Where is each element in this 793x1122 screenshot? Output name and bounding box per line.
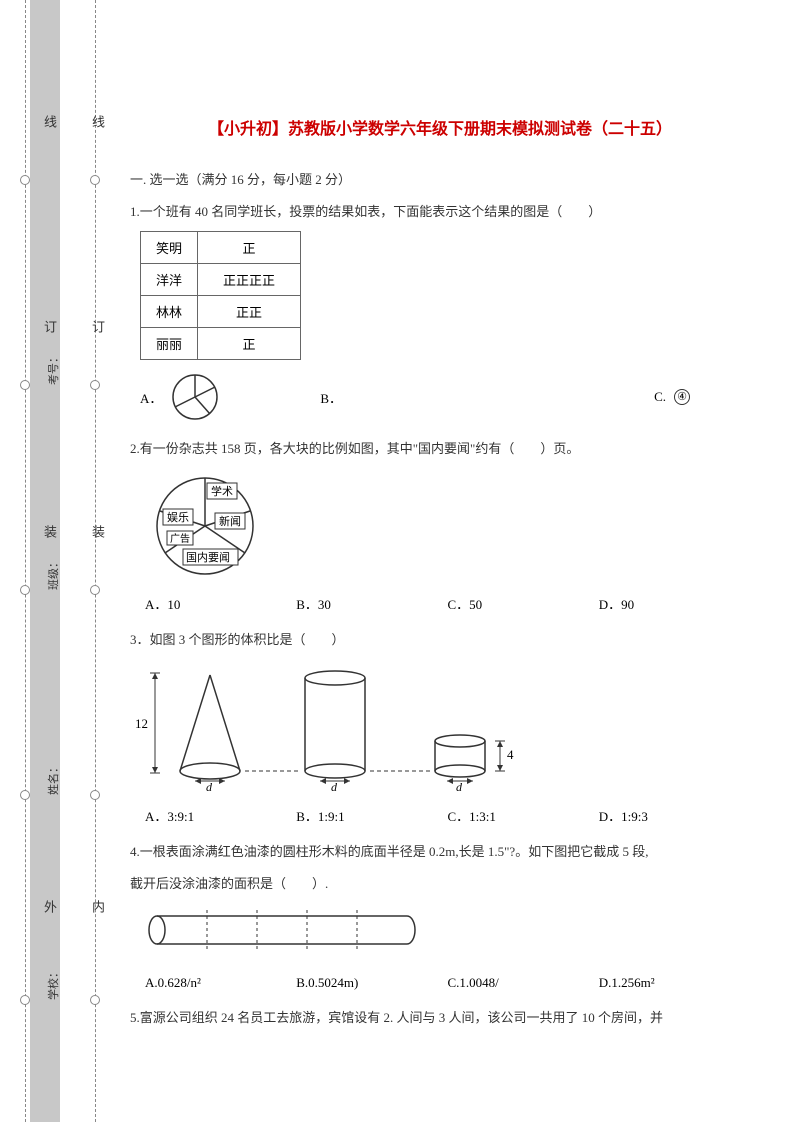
field-school: 学校：	[45, 967, 61, 1000]
q4-ans-b: B.0.5024m)	[296, 975, 447, 991]
q1-options: A． B． C. ④	[140, 372, 750, 422]
table-row: 笑明 正	[141, 232, 301, 264]
cell-tally: 正正	[198, 296, 301, 328]
field-class: 班级：	[45, 557, 61, 590]
cell-name: 林林	[141, 296, 198, 328]
q2-answers: A．10 B．30 C．50 D．90	[145, 594, 750, 613]
opt-a-label: A．	[140, 388, 162, 407]
content-area: 【小升初】苏教版小学数学六年级下册期末模拟测试卷（二十五） 一. 选一选（满分 …	[130, 115, 750, 1037]
cell-tally: 正	[198, 328, 301, 360]
pie-chart-icon	[170, 372, 220, 422]
outer-dashed-line	[25, 0, 26, 1122]
circle-marker	[20, 790, 30, 800]
q2-ans-a: A．10	[145, 594, 296, 613]
pie-label-e: 国内要闻	[186, 550, 230, 564]
q4-ans-a: A.0.628/n²	[145, 975, 296, 991]
circle-marker	[90, 175, 100, 185]
q3-ans-d: D．1:9:3	[599, 806, 750, 825]
q3-shapes-diagram: 12 d d	[135, 663, 750, 798]
q1-tally-table: 笑明 正 洋洋 正正正正 林林 正正 丽丽 正	[140, 231, 301, 360]
q3-text: 3．如图 3 个图形的体积比是（ ）	[130, 628, 750, 651]
q3-answers: A．3:9:1 B．1:9:1 C．1:3:1 D．1:9:3	[145, 806, 750, 825]
inner-char-2: 订	[88, 320, 107, 333]
outer-char-1: 线	[40, 115, 59, 128]
cell-name: 笑明	[141, 232, 198, 264]
q3-height3: 4	[507, 747, 514, 762]
table-row: 洋洋 正正正正	[141, 264, 301, 296]
outer-char-4: 外	[40, 900, 59, 913]
q2-text: 2.有一份杂志共 158 页，各大块的比例如图，其中"国内要闻"约有（ ）页。	[130, 437, 750, 460]
q4-ans-c: C.1.0048/	[448, 975, 599, 991]
q1-option-b: B．	[320, 388, 350, 407]
circle-marker	[20, 380, 30, 390]
circle-marker	[20, 175, 30, 185]
q2-ans-c: C．50	[448, 594, 599, 613]
section-1-header: 一. 选一选（满分 16 分，每小题 2 分）	[130, 169, 750, 188]
inner-dashed-line	[95, 0, 96, 1122]
field-examno: 考号：	[45, 352, 61, 385]
q3-ans-a: A．3:9:1	[145, 806, 296, 825]
q4-text2: 截开后没涂油漆的面积是（ ）.	[130, 872, 750, 895]
field-name: 姓名：	[45, 762, 61, 795]
q3-ans-c: C．1:3:1	[448, 806, 599, 825]
q3-height1: 12	[135, 716, 148, 731]
q4-ans-d: D.1.256m²	[599, 975, 750, 991]
cell-name: 丽丽	[141, 328, 198, 360]
q3-d1: d	[206, 780, 213, 793]
q3-d3: d	[456, 780, 463, 793]
pie-label-a: 学术	[211, 484, 233, 498]
circle-marker	[20, 585, 30, 595]
q1-option-a: A．	[140, 372, 220, 422]
q2-pie-chart: 学术 娱乐 新闻 广告 国内要闻	[145, 471, 750, 586]
opt-c-label: C.	[654, 389, 666, 405]
cell-tally: 正正正正	[198, 264, 301, 296]
pie-label-b: 娱乐	[167, 510, 189, 524]
inner-char-3: 装	[88, 525, 107, 538]
inner-char-4: 内	[88, 900, 107, 913]
opt-b-label: B．	[320, 388, 342, 407]
circle-marker	[90, 585, 100, 595]
q2-ans-b: B．30	[296, 594, 447, 613]
q4-answers: A.0.628/n² B.0.5024m) C.1.0048/ D.1.256m…	[145, 975, 750, 991]
outer-char-3: 装	[40, 525, 59, 538]
q2-ans-d: D．90	[599, 594, 750, 613]
circle-marker	[20, 995, 30, 1005]
cell-name: 洋洋	[141, 264, 198, 296]
q3-d2: d	[331, 780, 338, 793]
pie-label-c: 新闻	[219, 514, 241, 528]
outer-char-2: 订	[40, 320, 59, 333]
inner-char-1: 线	[88, 115, 107, 128]
circle-marker	[90, 995, 100, 1005]
circled-number: ④	[674, 389, 690, 405]
q3-ans-b: B．1:9:1	[296, 806, 447, 825]
page-title: 【小升初】苏教版小学数学六年级下册期末模拟测试卷（二十五）	[130, 115, 750, 139]
q1-option-c: C. ④	[654, 389, 690, 405]
q4-cylinder-diagram	[145, 910, 750, 960]
table-row: 丽丽 正	[141, 328, 301, 360]
binding-margin: 线 订 装 外 线 订 装 内 学校： 姓名： 班级： 考号：	[0, 0, 110, 1122]
cell-tally: 正	[198, 232, 301, 264]
q5-text: 5.富源公司组织 24 名员工去旅游，宾馆设有 2. 人间与 3 人间，该公司一…	[130, 1006, 750, 1029]
q1-text: 1.一个班有 40 名同学班长，投票的结果如表，下面能表示这个结果的图是（ ）	[130, 200, 750, 223]
table-row: 林林 正正	[141, 296, 301, 328]
q4-text1: 4.一根表面涂满红色油漆的圆柱形木料的底面半径是 0.2m,长是 1.5"?。如…	[130, 840, 750, 863]
circle-marker	[90, 380, 100, 390]
pie-label-d: 广告	[170, 532, 190, 545]
circle-marker	[90, 790, 100, 800]
